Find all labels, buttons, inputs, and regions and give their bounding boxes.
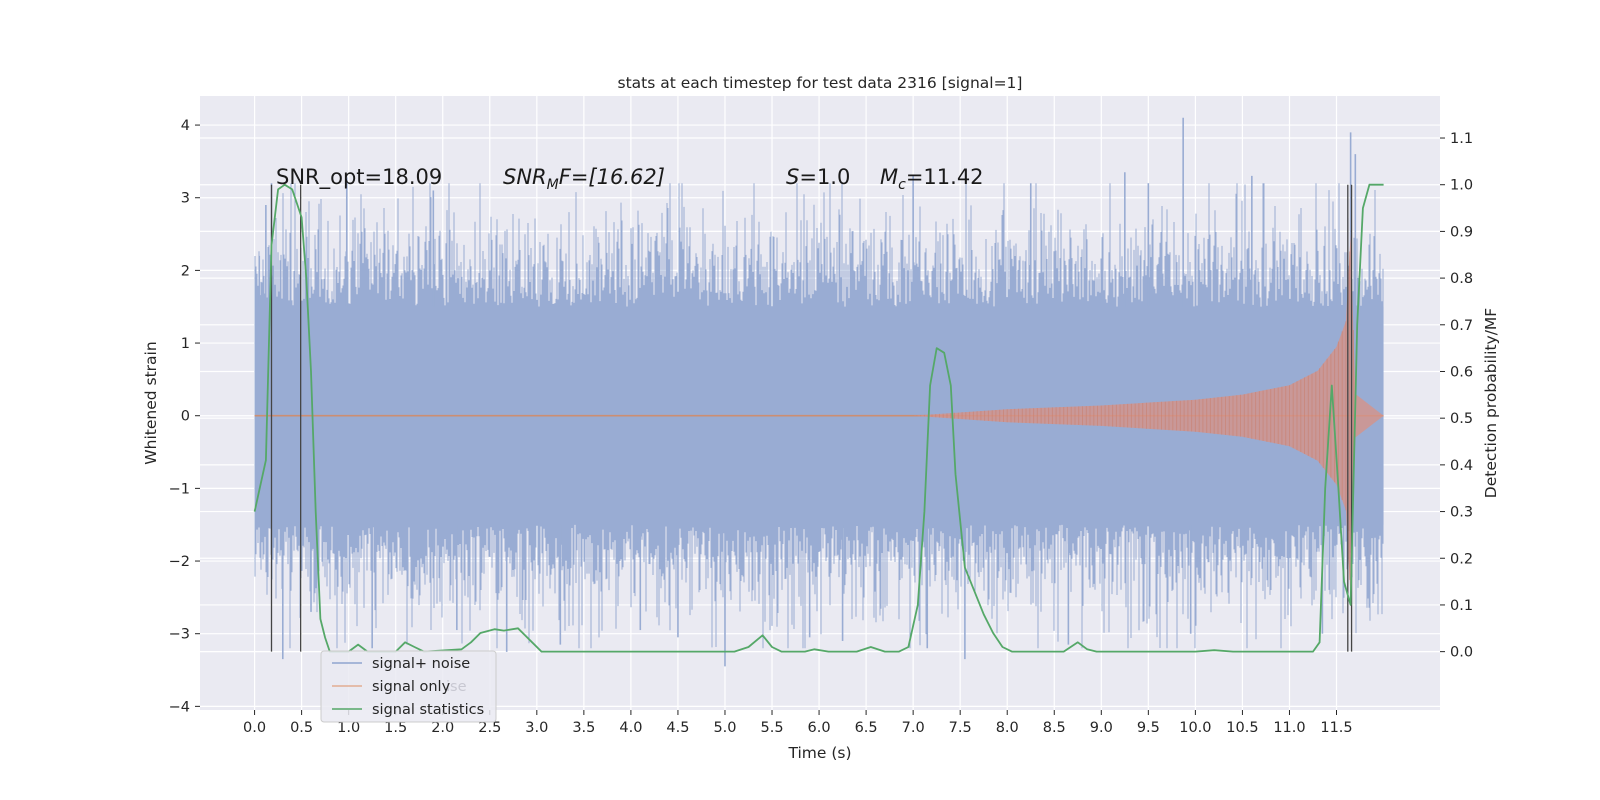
y2-tick-label: 1.0 [1450,178,1473,194]
y-tick-label: 4 [181,118,190,134]
y2-tick-label: 0.8 [1450,271,1473,287]
y2-tick-label: 0.0 [1450,645,1473,661]
annotation-mc-var: M [880,165,898,189]
x-tick-label: 2.5 [478,720,501,736]
x-tick-label: 4.0 [619,720,642,736]
y2-tick-label: 0.3 [1450,505,1473,521]
chart-title: stats at each timestep for test data 231… [618,74,1023,92]
legend: ise signal+ noise signal only signal sta… [320,650,497,723]
x-tick-label: 11.5 [1320,720,1352,736]
signal-oscillation [916,251,1354,580]
y2-tick-label: 0.5 [1450,411,1473,427]
annotation-s-var: S [786,165,799,189]
y-tick-label: −4 [169,699,190,715]
y-tick-label: −3 [169,627,190,643]
x-tick-label: 6.0 [808,720,831,736]
x-tick-label: 7.5 [949,720,972,736]
legend-label-signal-only: signal only [372,679,451,695]
x-tick-label: 10.5 [1226,720,1258,736]
legend-label-signal-noise: signal+ noise [372,656,470,672]
x-tick-label: 0.5 [290,720,313,736]
x-tick-label: 9.5 [1137,720,1160,736]
annotation-mc-val: =11.42 [906,165,984,189]
x-tick-label: 6.5 [855,720,878,736]
annotation-snr-mf-sub: M [547,177,559,193]
x-tick-label: 2.0 [431,720,454,736]
x-tick-label: 10.0 [1179,720,1211,736]
x-tick-label: 5.5 [760,720,783,736]
x-tick-label: 4.5 [666,720,689,736]
legend-ghost-text: ise [446,679,467,695]
series-layer [253,117,1384,667]
signal-envelope [913,234,1384,598]
y2-tick-label: 0.1 [1450,598,1473,614]
annotation-mc-sub: c [898,177,906,193]
annotation-snr-mf-tail: F=[16.62] [559,165,665,189]
y-tick-label: 2 [181,263,190,279]
y2-tick-label: 0.7 [1450,318,1473,334]
series-signal-only [254,234,1384,598]
annotation-snr-mf: SNRMF=[16.62] [503,165,665,193]
y-axis-label: Whitened strain [142,341,160,464]
y-tick-label: 3 [181,191,190,207]
x-tick-label: 8.5 [1043,720,1066,736]
x-axis-ticks: 0.0 0.5 1.0 1.5 2.0 2.5 3.0 3.5 4.0 4.5 5.0 5.5 6.0 6… [243,710,1353,736]
annotation-mc: Mc=11.42 [880,165,984,193]
x-tick-label: 1.0 [337,720,360,736]
x-tick-label: 0.0 [243,720,266,736]
annotation-s: S=1.0 [786,165,850,189]
annotation-snr-opt: SNR_opt=18.09 [276,165,442,190]
y-axis-ticks: 4 3 2 1 0 −1 −2 −3 −4 [169,118,200,715]
y2-tick-label: 0.2 [1450,551,1473,567]
x-tick-label: 9.0 [1090,720,1113,736]
x-tick-label: 5.0 [713,720,736,736]
y2-axis-label: Detection probability/MF [1482,308,1500,499]
x-tick-label: 11.0 [1273,720,1305,736]
x-tick-label: 7.0 [902,720,925,736]
y-tick-label: 1 [181,336,190,352]
x-tick-label: 8.0 [996,720,1019,736]
y2-axis-ticks: 1.1 1.0 0.9 0.8 0.7 0.6 0.5 0.4 0.3 0.2 0.1 0.0 [1440,131,1473,661]
y2-tick-label: 1.1 [1450,131,1473,147]
annotation-s-val: =1.0 [799,165,850,189]
x-tick-label: 3.0 [525,720,548,736]
y2-tick-label: 0.6 [1450,364,1473,380]
annotations: SNR_opt=18.09 SNRMF=[16.62] S=1.0 Mc=11.… [276,165,984,193]
y-tick-label: −1 [169,481,190,497]
x-tick-label: 1.5 [384,720,407,736]
y2-tick-label: 0.4 [1450,458,1473,474]
legend-label-signal-statistics: signal statistics [372,702,484,718]
legend-box [320,650,497,723]
y-tick-label: −2 [169,554,190,570]
x-tick-label: 3.5 [572,720,595,736]
y-tick-label: 0 [181,409,190,425]
annotation-snr-mf-main: SNR [503,165,547,189]
y2-tick-label: 0.9 [1450,224,1473,240]
x-axis-label: Time (s) [787,744,851,762]
